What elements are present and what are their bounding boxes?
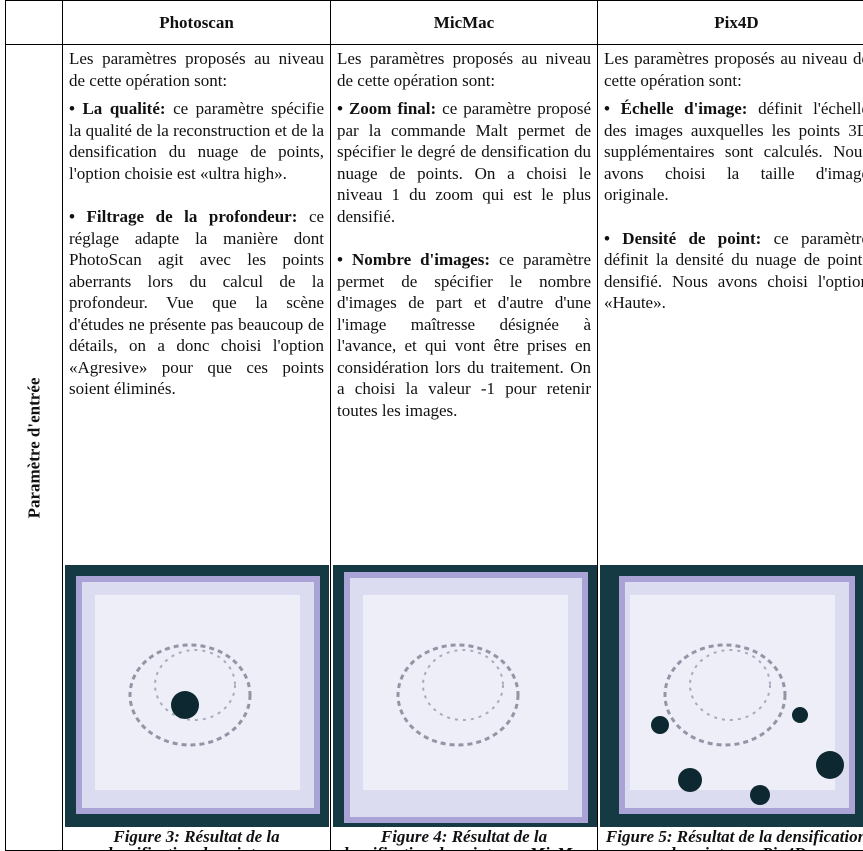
- table: Photoscan MicMac Pix4D Paramètre d'entrée Le…: [5, 0, 863, 851]
- column-text: Les paramètres proposés au niveau de cet…: [69, 48, 324, 563]
- parameter: La qualité: ce paramètre spécifie la qua…: [69, 98, 324, 184]
- column-text: Les paramètres proposés au niveau de cet…: [337, 48, 591, 563]
- figure-caption: Figure 5: Résultat de la densification d…: [605, 827, 863, 850]
- parameter: Filtrage de la profondeur: ce réglage ad…: [69, 206, 324, 400]
- parameter-label: La qualité:: [69, 99, 166, 118]
- figure-image: [600, 565, 863, 827]
- column-text: Les paramètres proposés au niveau de cet…: [604, 48, 863, 563]
- parameter-text: ce paramètre définit la densité du nuage…: [604, 228, 863, 313]
- parameter-label: Densité de point:: [604, 229, 761, 248]
- parameter-label: Nombre d'images:: [337, 250, 490, 269]
- parameter-text: définit l'échelle des images auxquelles …: [604, 99, 863, 204]
- parameter-text: ce paramètre spécifie la qualité de la r…: [69, 99, 324, 183]
- parameter-label: Filtrage de la profondeur:: [69, 207, 297, 226]
- column-cell: Les paramètres proposés au niveau de cet…: [63, 45, 331, 851]
- parameter-label: Échelle d'image:: [604, 99, 747, 118]
- column-cell: Les paramètres proposés au niveau de cet…: [331, 45, 598, 851]
- column-cell: Les paramètres proposés au niveau de cet…: [598, 45, 863, 851]
- figure-image: [333, 565, 597, 827]
- figure-caption: Figure 4: Résultat de la densification d…: [340, 827, 588, 850]
- parameter-label: Zoom final:: [337, 99, 436, 118]
- parameter-text: ce paramètre proposé par la commande Mal…: [337, 99, 592, 226]
- figure-image: [65, 565, 329, 827]
- parameter: Échelle d'image: définit l'échelle des i…: [604, 98, 863, 206]
- corner: [6, 0, 63, 45]
- row-label-cell: Paramètre d'entrée: [6, 45, 63, 851]
- parameter: Densité de point: ce paramètre définit l…: [604, 228, 863, 314]
- intro: Les paramètres proposés au niveau de cet…: [604, 49, 863, 90]
- column-header: Pix4D: [598, 0, 863, 45]
- column-header: MicMac: [331, 0, 598, 45]
- intro: Les paramètres proposés au niveau de cet…: [69, 49, 324, 90]
- parameter-text: ce réglage adapte la manière dont PhotoS…: [69, 207, 325, 398]
- parameter: Zoom final: ce paramètre proposé par la …: [337, 98, 591, 227]
- parameter: Nombre d'images: ce paramètre permet de …: [337, 249, 591, 421]
- column-header: Photoscan: [63, 0, 331, 45]
- intro: Les paramètres proposés au niveau de cet…: [337, 49, 591, 90]
- row-label: Paramètre d'entrée: [24, 377, 43, 518]
- parameter-text: ce paramètre permet de spécifier le nomb…: [337, 250, 591, 420]
- figure-caption: Figure 3: Résultat de la densification d…: [104, 827, 290, 850]
